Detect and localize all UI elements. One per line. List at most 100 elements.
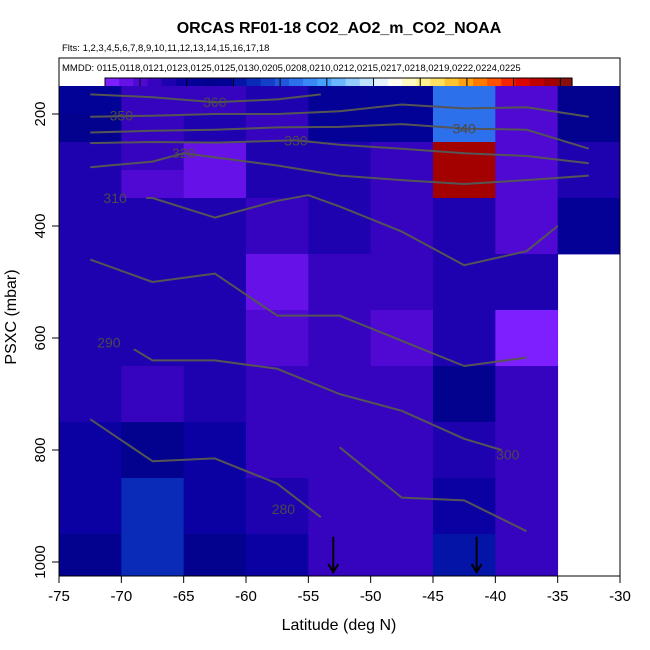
contour-line (90, 93, 321, 104)
y-tick-label: 400 (32, 213, 49, 238)
contour-label: 300 (496, 446, 520, 462)
heatmap-cell (433, 478, 496, 507)
x-axis: -75 -70 -65 -60 -55 -50 -45 -40 -35 -30 (48, 576, 631, 605)
heatmap-cell (370, 422, 434, 451)
heatmap-cell (495, 254, 559, 283)
heatmap-cell (183, 170, 247, 199)
contour-label: 360 (203, 94, 227, 110)
heatmap-cell (433, 562, 496, 577)
heatmap-cell (557, 114, 621, 143)
heatmap-cell (246, 254, 309, 283)
heatmap-cell (495, 450, 559, 479)
heatmap-cell (59, 282, 122, 311)
heatmap-cell (246, 170, 309, 199)
heatmap-cell (495, 394, 559, 423)
latitude-marker-arrow (327, 536, 340, 574)
y-tick-label: 1000 (32, 545, 49, 578)
heatmap-cell (308, 338, 372, 367)
contour-line (89, 418, 322, 518)
y-tick-label: 200 (32, 101, 49, 126)
heatmap-cell (370, 450, 434, 479)
heatmap-cell (495, 338, 559, 367)
heatmap-cell (183, 366, 247, 395)
heatmap-cell (557, 86, 621, 115)
heatmap-cell (121, 562, 185, 577)
heatmap-cell (246, 338, 309, 367)
heatmap-cell (59, 394, 122, 423)
heatmap-cell (370, 226, 434, 255)
contour-label: 330 (284, 132, 308, 148)
contour-label: 320 (172, 145, 196, 161)
contour-line (90, 123, 590, 150)
heatmap-cell (495, 534, 559, 563)
heatmap-cell (183, 562, 247, 577)
heatmap-cell (495, 310, 559, 339)
heatmap-cell (59, 534, 122, 563)
x-axis-label: Latitude (deg N) (282, 617, 397, 634)
heatmap-cell (370, 506, 434, 535)
x-tick-label: -30 (609, 588, 631, 605)
heatmap-cell (246, 282, 309, 311)
contour-line (90, 152, 589, 185)
heatmap-cell (121, 394, 185, 423)
contour-line (146, 194, 559, 267)
heatmap-cell (183, 226, 247, 255)
heatmap-cell (495, 366, 559, 395)
heatmap-cell (121, 534, 185, 563)
heatmap-cell (59, 422, 122, 451)
heatmap-cell (59, 478, 122, 507)
heatmap-cell (183, 422, 247, 451)
heatmap-cell (557, 226, 621, 255)
contour-line (90, 139, 589, 165)
x-tick-label: -45 (422, 588, 444, 605)
markers (327, 536, 483, 574)
heatmap-cells (59, 86, 621, 577)
heatmap-cell (433, 394, 496, 423)
latitude-marker-arrow (470, 536, 483, 574)
heatmap-cell (495, 198, 559, 227)
heatmap-cell (121, 198, 185, 227)
heatmap-cell (495, 422, 559, 451)
heatmap-cell (121, 310, 185, 339)
heatmap-cell (495, 562, 559, 577)
heatmap-cell (121, 506, 185, 535)
heatmap-cell (59, 562, 122, 577)
contour-label: 340 (452, 121, 476, 137)
heatmap-cell (308, 254, 372, 283)
y-axis-label: PSXC (mbar) (3, 269, 20, 364)
heatmap-cell (370, 366, 434, 395)
plot-frame (58, 57, 621, 577)
heatmap-cell (433, 338, 496, 367)
heatmap-cell (183, 282, 247, 311)
heatmap-cell (495, 282, 559, 311)
heatmap-cell (183, 450, 247, 479)
heatmap-cell (370, 170, 434, 199)
heatmap-cell (183, 534, 247, 563)
heatmap-cell (308, 506, 372, 535)
heatmap-cell (183, 142, 247, 171)
heatmap-cell (246, 562, 309, 577)
heatmap-cell (308, 282, 372, 311)
heatmap-cell (121, 282, 185, 311)
heatmap-cell (246, 366, 309, 395)
contour-line (133, 348, 502, 451)
heatmap-cell (59, 450, 122, 479)
heatmap-cell (370, 86, 434, 115)
heatmap-cell (308, 534, 372, 563)
heatmap-cell (433, 142, 496, 171)
heatmap-cell (308, 86, 372, 115)
heatmap-cell (121, 86, 185, 115)
heatmap-cell (246, 506, 309, 535)
heatmap-cell (121, 114, 185, 143)
y-tick-label: 600 (32, 325, 49, 350)
heatmap-cell (370, 114, 434, 143)
heatmap-cell (246, 226, 309, 255)
heatmap-cell (495, 170, 559, 199)
heatmap-cell (183, 338, 247, 367)
flights-line: Flts: 1,2,3,4,5,6,7,8,9,10,11,12,13,14,1… (62, 43, 269, 54)
heatmap-cell (121, 170, 185, 199)
heatmap-cell (121, 422, 185, 451)
heatmap-cell (121, 338, 185, 367)
heatmap-cell (308, 366, 372, 395)
